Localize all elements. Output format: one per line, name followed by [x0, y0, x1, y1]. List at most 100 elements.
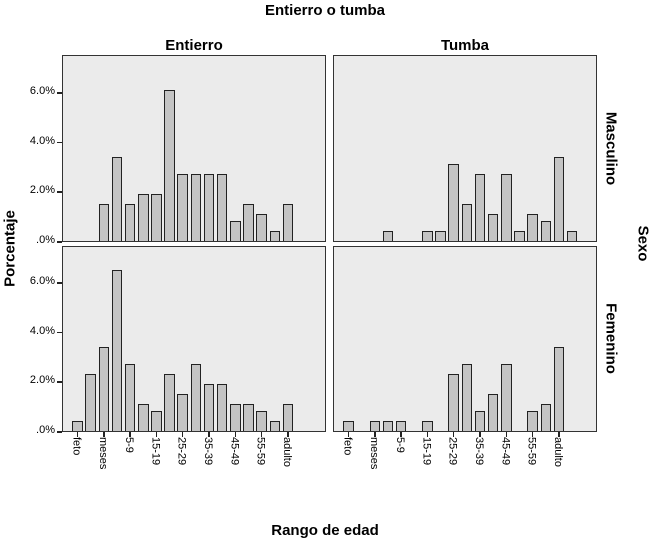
y-tick-label: 4.0%: [29, 324, 55, 337]
x-tick-label: feto: [70, 437, 83, 456]
bar: [98, 346, 110, 431]
x-tick-mark: [558, 432, 560, 437]
bar: [269, 421, 280, 431]
x-tick-mark: [260, 432, 263, 437]
bar: [474, 174, 486, 241]
column-facet-tumba: Tumba: [440, 37, 490, 54]
x-tick-mark: [505, 432, 508, 437]
y-tick-label: .0%: [36, 234, 55, 246]
y-tick-mark: [57, 241, 62, 243]
y-tick-mark: [57, 431, 62, 433]
x-tick-label: 45-49: [228, 437, 241, 466]
x-axis-title: Rango de edad: [271, 522, 379, 539]
bar: [382, 421, 394, 431]
bar: [124, 203, 136, 241]
bar: [540, 221, 551, 241]
x-tick-mark: [76, 432, 79, 437]
bar: [72, 421, 83, 431]
row-facet-masculino: Masculino: [602, 111, 620, 186]
bar: [138, 403, 149, 431]
bar: [256, 411, 267, 431]
bar: [448, 164, 459, 241]
bar: [98, 203, 110, 241]
bar: [343, 421, 354, 431]
bar: [203, 174, 215, 241]
bar: [474, 411, 486, 431]
bar: [164, 89, 175, 241]
x-tick-label: meses: [96, 437, 109, 470]
y-tick-mark: [57, 191, 62, 193]
bar: [111, 269, 123, 431]
bar: [190, 174, 202, 241]
bar: [111, 156, 123, 241]
x-tick-label: 35-39: [473, 437, 485, 466]
y-tick-label: 2.0%: [29, 374, 55, 387]
y-tick-mark: [57, 92, 62, 94]
bar: [540, 403, 551, 431]
y-tick-label: 6.0%: [29, 85, 55, 98]
x-tick-mark: [208, 432, 210, 437]
bar: [501, 174, 512, 241]
bar: [124, 364, 136, 431]
bar: [85, 373, 96, 431]
bar: [216, 174, 228, 241]
bar: [190, 364, 202, 431]
x-tick-label: 45-49: [499, 437, 512, 466]
y-tick-label: 6.0%: [29, 275, 55, 288]
bar: [514, 231, 525, 241]
x-tick-mark: [234, 432, 237, 437]
y-axis-title: Porcentaje: [1, 210, 19, 287]
x-tick-mark: [181, 432, 184, 437]
x-tick-mark: [479, 432, 481, 437]
bar: [422, 231, 433, 241]
x-tick-label: 5-9: [394, 437, 407, 453]
bar: [282, 403, 294, 431]
bar: [527, 213, 538, 241]
x-tick-mark: [287, 432, 289, 437]
bar: [422, 421, 433, 431]
x-tick-mark: [347, 432, 350, 437]
row-facet-axis-title: Sexo: [634, 225, 650, 262]
bar: [230, 403, 241, 431]
column-facet-entierro: Entierro: [165, 37, 223, 54]
bar: [448, 373, 459, 431]
bar: [501, 364, 512, 431]
x-tick-mark: [129, 432, 131, 437]
y-tick-mark: [57, 282, 62, 284]
bar: [382, 231, 394, 241]
bar: [487, 393, 499, 431]
bar: [566, 231, 578, 241]
x-tick-label: 15-19: [149, 437, 162, 466]
bar: [553, 156, 565, 241]
x-tick-label: 25-29: [175, 437, 188, 466]
x-tick-label: 5-9: [123, 437, 136, 453]
bar: [177, 174, 188, 241]
y-tick-label: 4.0%: [29, 134, 55, 147]
bar: [216, 383, 228, 431]
bar: [395, 421, 407, 431]
x-tick-mark: [103, 432, 105, 437]
y-tick-mark: [57, 331, 62, 334]
x-tick-mark: [400, 432, 402, 437]
bar: [435, 231, 446, 241]
bar: [243, 203, 254, 241]
bar: [256, 213, 267, 241]
x-tick-label: 15-19: [420, 437, 433, 466]
x-tick-mark: [374, 432, 376, 437]
bar: [487, 213, 499, 241]
y-tick-mark: [57, 141, 62, 144]
bar: [164, 373, 175, 431]
x-tick-label: 55-59: [254, 437, 267, 466]
bar: [243, 403, 254, 431]
y-tick-label: 2.0%: [29, 184, 55, 197]
bar: [282, 203, 294, 241]
x-tick-mark: [452, 432, 455, 437]
bar: [151, 411, 162, 431]
chart-title: Entierro o tumba: [264, 2, 385, 19]
x-tick-label: adulto: [280, 437, 293, 467]
bar: [177, 393, 188, 431]
bar: [230, 221, 241, 241]
bar: [527, 411, 538, 431]
bar: [269, 231, 280, 241]
bar: [138, 193, 149, 241]
